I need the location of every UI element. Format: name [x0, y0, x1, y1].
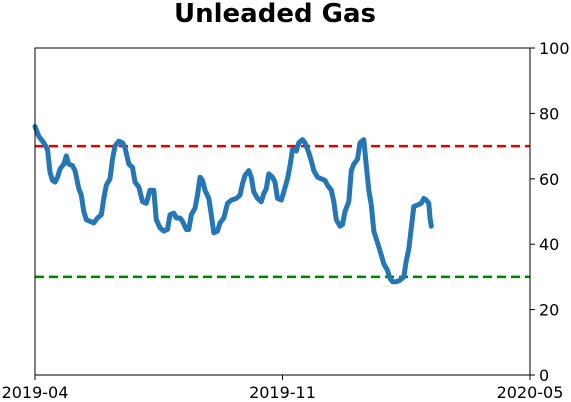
plot-frame	[34, 47, 531, 376]
y-tick-label: 0	[539, 366, 549, 385]
y-tick-label: 100	[539, 39, 570, 58]
y-tick-label: 40	[539, 235, 559, 254]
x-tick-label: 2019-04	[2, 383, 69, 402]
y-axis: 0 20 40 60 80 100	[530, 39, 570, 385]
x-axis: 2019-04 2019-11 2020-05	[2, 375, 564, 402]
series-line	[32, 124, 434, 285]
x-tick-label: 2020-05	[497, 383, 564, 402]
y-tick-label: 20	[539, 301, 559, 320]
chart-title: Unleaded Gas	[174, 0, 376, 29]
x-tick-label: 2019-11	[249, 383, 316, 402]
y-tick-label: 80	[539, 104, 559, 123]
plot-area	[32, 124, 530, 285]
y-tick-label: 60	[539, 170, 559, 189]
